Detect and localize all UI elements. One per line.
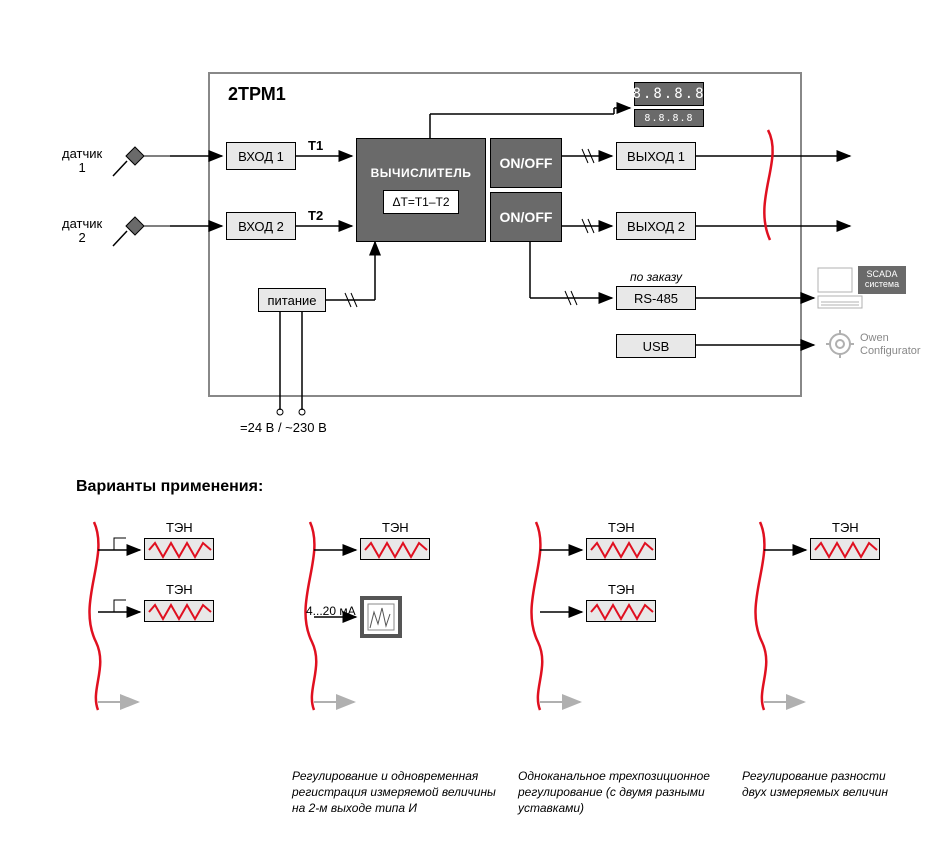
ma-label: 4...20 мА (306, 604, 356, 618)
heater-v4 (810, 538, 880, 560)
power-block: питание (258, 288, 326, 312)
output2-label: ВЫХОД 2 (627, 219, 685, 234)
t2-label: T2 (308, 208, 323, 223)
caption4: Регулирование разности двух измеряемых в… (742, 768, 912, 800)
scada-l2: система (865, 280, 899, 290)
caption2: Регулирование и одновременная регистраци… (292, 768, 502, 817)
input1-label: ВХОД 1 (238, 149, 284, 164)
display-val-2: 8.8.8.8 (644, 113, 693, 124)
scada-block: SCADA система (858, 266, 906, 294)
ten-label-v3a: ТЭН (608, 520, 635, 535)
variants-heading: Варианты применения: (76, 478, 263, 496)
ten-label-v1b: ТЭН (166, 582, 193, 597)
usb-block: USB (616, 334, 696, 358)
output2-block: ВЫХОД 2 (616, 212, 696, 240)
owen-l2: Configurator (860, 345, 921, 358)
heater-v1b (144, 600, 214, 622)
by-order-label: по заказу (630, 270, 682, 284)
calc-label: ВЫЧИСЛИТЕЛЬ (371, 166, 472, 180)
output1-block: ВЫХОД 1 (616, 142, 696, 170)
power-label: питание (267, 293, 316, 308)
input2-label: ВХОД 2 (238, 219, 284, 234)
display-val-1: 8.8.8.8 (633, 86, 706, 102)
caption3: Одноканальное трехпозиционное регулирова… (518, 768, 728, 817)
output1-label: ВЫХОД 1 (627, 149, 685, 164)
onoff2-label: ON/OFF (500, 209, 553, 225)
rs485-block: RS-485 (616, 286, 696, 310)
heater-v3a (586, 538, 656, 560)
rs485-label: RS-485 (634, 291, 678, 306)
dt-box: ΔТ=Т1–Т2 (383, 190, 458, 214)
onoff1-block: ON/OFF (490, 138, 562, 188)
ten-label-v4: ТЭН (832, 520, 859, 535)
seven-seg-top: 8.8.8.8 (634, 82, 704, 106)
ten-label-v3b: ТЭН (608, 582, 635, 597)
usb-label: USB (643, 339, 670, 354)
heater-v1a (144, 538, 214, 560)
t1-label: T1 (308, 138, 323, 153)
voltage-label: =24 В / ~230 В (240, 420, 327, 435)
calculator-block: ВЫЧИСЛИТЕЛЬ ΔТ=Т1–Т2 (356, 138, 486, 242)
ten-label-v1a: ТЭН (166, 520, 193, 535)
diagram-svg (0, 0, 936, 868)
ten-label-v2: ТЭН (382, 520, 409, 535)
heater-v2 (360, 538, 430, 560)
seven-seg-bot: 8.8.8.8 (634, 109, 704, 127)
onoff2-block: ON/OFF (490, 192, 562, 242)
onoff1-label: ON/OFF (500, 155, 553, 171)
recorder-box (360, 596, 402, 638)
input1-block: ВХОД 1 (226, 142, 296, 170)
owen-l1: Owen (860, 332, 921, 345)
owen-label: Owen Configurator (860, 332, 921, 358)
input2-block: ВХОД 2 (226, 212, 296, 240)
heater-v3b (586, 600, 656, 622)
dt-label: ΔТ=Т1–Т2 (392, 195, 449, 209)
